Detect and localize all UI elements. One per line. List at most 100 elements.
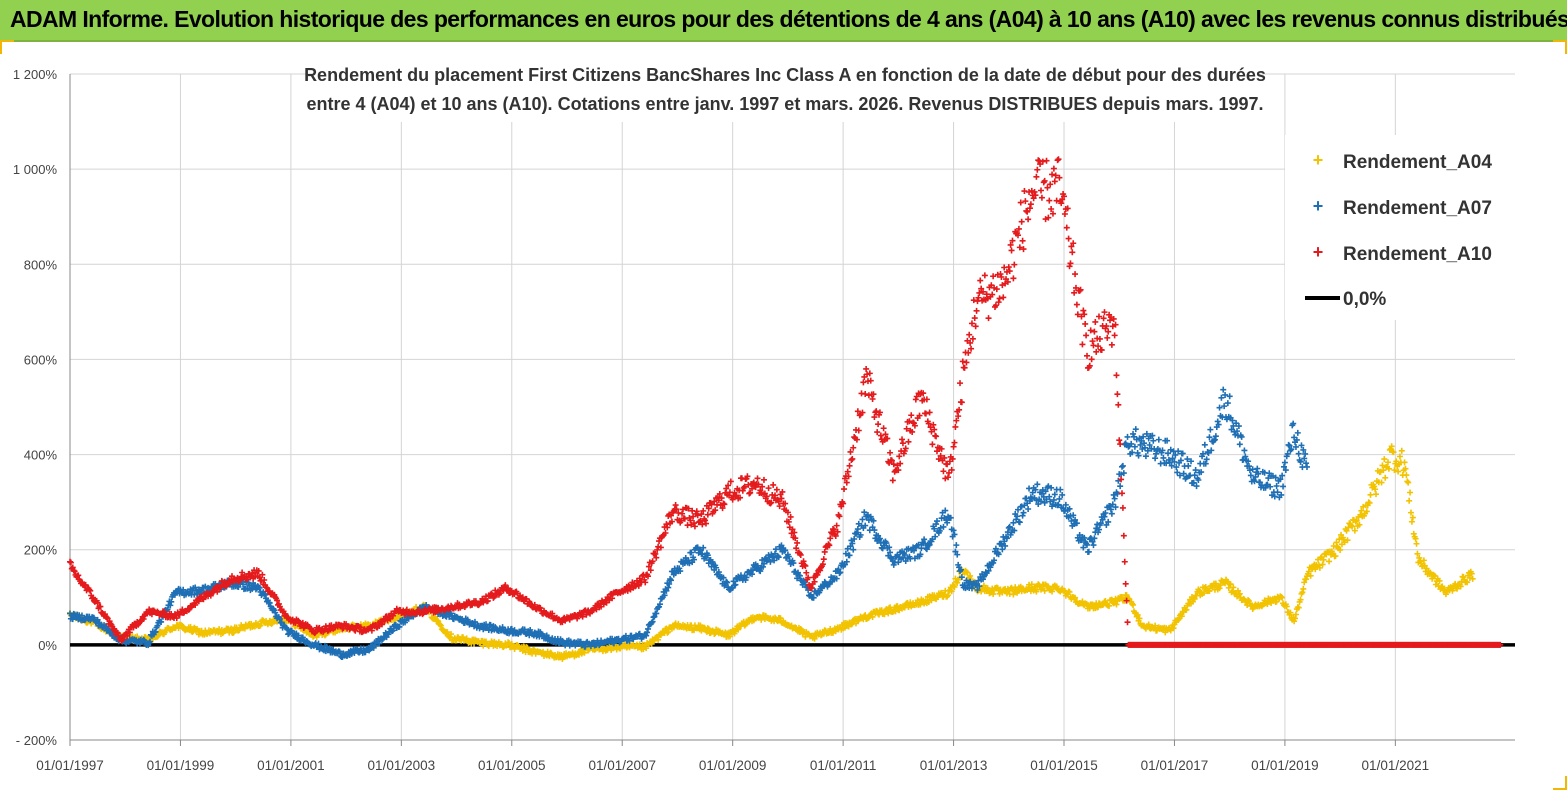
data-point-a07 (854, 526, 861, 533)
data-point-a04 (1041, 587, 1048, 594)
data-point-a07 (1128, 440, 1135, 447)
data-point-a10 (945, 469, 952, 476)
data-point-a10 (1114, 391, 1121, 398)
data-point-a10 (760, 476, 767, 483)
data-point-a07 (1005, 524, 1012, 531)
data-point-a07 (651, 613, 658, 620)
data-point-a10 (933, 433, 940, 440)
data-point-a04 (1423, 565, 1430, 572)
data-point-a04 (1230, 584, 1237, 591)
data-point-a10 (1006, 268, 1013, 275)
data-point-a10 (1111, 332, 1118, 339)
data-point-a04 (187, 623, 194, 630)
data-point-a04 (1367, 491, 1374, 498)
data-point-a10 (772, 492, 779, 499)
data-point-a10 (1082, 320, 1089, 327)
data-point-a07 (743, 574, 750, 581)
data-point-a10 (672, 502, 679, 509)
data-point-a07 (1085, 548, 1092, 555)
data-point-a04 (1378, 479, 1385, 486)
data-point-a07 (774, 553, 781, 560)
data-point-a10 (767, 500, 774, 507)
data-point-a10 (649, 558, 656, 565)
data-point-a07 (950, 527, 957, 534)
data-point-a07 (1201, 441, 1208, 448)
data-point-a07 (932, 533, 939, 540)
data-point-a10 (579, 613, 586, 620)
data-point-a10 (1116, 437, 1123, 444)
data-point-a07 (1267, 483, 1274, 490)
data-point-a10 (776, 503, 783, 510)
data-point-a04 (179, 623, 186, 630)
data-point-a07 (1175, 448, 1182, 455)
data-point-a10 (587, 610, 594, 617)
data-point-a10 (1070, 240, 1077, 247)
data-point-a07 (1280, 483, 1287, 490)
data-point-a10 (276, 603, 283, 610)
data-point-a07 (1203, 456, 1210, 463)
data-point-a07 (1184, 456, 1191, 463)
data-point-a10 (1077, 286, 1084, 293)
data-point-a07 (661, 592, 668, 599)
data-point-a07 (376, 640, 383, 647)
data-point-a04 (1413, 540, 1420, 547)
data-point-a07 (1130, 430, 1137, 437)
data-point-a04 (1066, 589, 1073, 596)
data-point-a07 (835, 566, 842, 573)
chart-title-background (312, 60, 1258, 122)
data-point-a07 (942, 507, 949, 514)
data-point-a10 (71, 568, 78, 575)
data-point-a04 (1385, 465, 1392, 472)
data-point-a04 (869, 613, 876, 620)
data-point-a04 (1403, 472, 1410, 479)
data-point-a10 (820, 556, 827, 563)
data-point-a07 (1165, 450, 1172, 457)
data-point-a07 (272, 609, 279, 616)
data-point-a07 (1294, 429, 1301, 436)
data-point-a10 (802, 562, 809, 569)
data-point-a07 (1041, 499, 1048, 506)
data-point-a10 (983, 291, 990, 298)
data-point-a07 (749, 567, 756, 574)
data-point-a04 (444, 629, 451, 636)
data-point-a10 (916, 412, 923, 419)
data-point-a10 (913, 393, 920, 400)
data-point-a10 (274, 597, 281, 604)
data-point-a10 (1015, 225, 1022, 232)
data-point-a10 (1095, 313, 1102, 320)
data-point-a04 (664, 629, 671, 636)
data-point-a10 (931, 426, 938, 433)
data-point-a07 (1120, 470, 1127, 477)
data-point-a10 (981, 272, 988, 279)
data-point-a10 (1063, 224, 1070, 231)
data-point-a10 (719, 505, 726, 512)
data-point-a07 (846, 552, 853, 559)
data-point-a07 (1038, 498, 1044, 505)
data-point-a10 (926, 409, 933, 416)
data-point-a07 (1070, 512, 1077, 519)
data-point-a10 (797, 551, 804, 558)
data-point-a07 (180, 586, 187, 593)
data-point-a10 (711, 498, 718, 505)
data-point-a10 (484, 597, 491, 604)
data-point-a10 (819, 561, 826, 568)
data-point-a07 (1221, 403, 1228, 410)
data-point-a10 (966, 331, 973, 338)
data-point-a07 (665, 584, 672, 591)
data-point-a10 (94, 599, 101, 606)
data-point-a04 (1395, 468, 1402, 475)
data-point-a10 (537, 605, 544, 612)
data-point-a04 (1292, 611, 1299, 618)
data-point-a10 (763, 493, 770, 500)
data-point-a07 (1112, 504, 1119, 511)
data-point-a10 (829, 526, 836, 533)
data-point-a10 (664, 524, 671, 531)
data-point-a07 (643, 632, 650, 639)
data-point-a07 (954, 551, 961, 558)
data-point-a07 (1006, 523, 1013, 530)
data-point-a04 (643, 645, 650, 652)
data-point-a07 (713, 564, 720, 571)
data-point-a10 (992, 302, 999, 309)
data-point-a10 (757, 487, 764, 494)
